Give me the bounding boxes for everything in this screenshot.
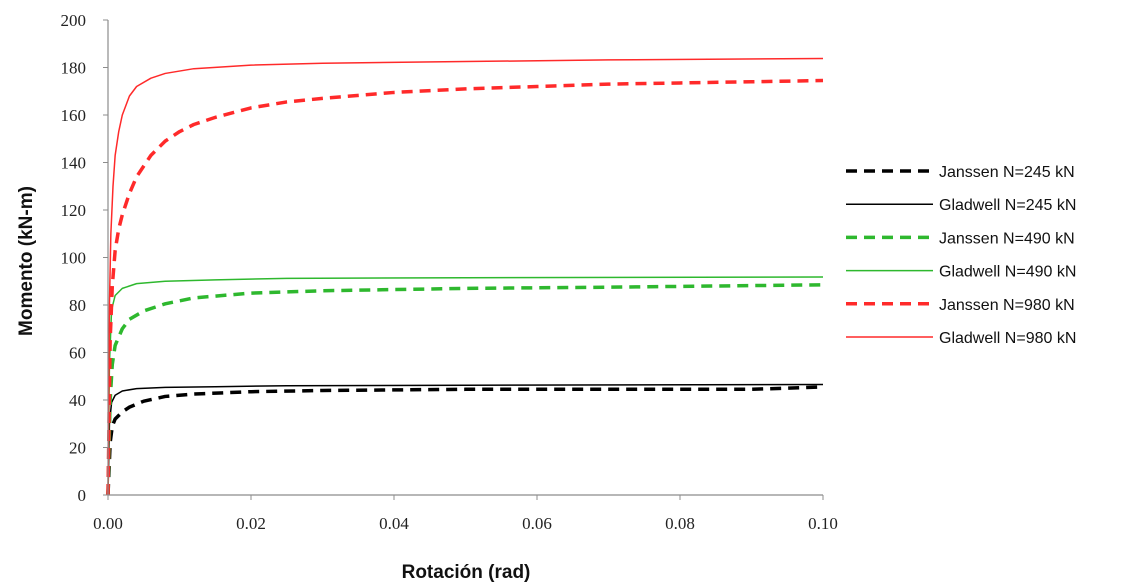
- series-line-1: [107, 383, 824, 496]
- y-tick-label: 40: [69, 391, 86, 410]
- x-tick-label: 0.00: [93, 514, 123, 533]
- legend: Janssen N=245 kN Gladwell N=245 kN Janssen…: [846, 164, 1076, 347]
- x-tick-label: 0.08: [665, 514, 695, 533]
- plot-area: [106, 57, 824, 496]
- legend-label-4: Janssen N=980 kN: [939, 297, 1075, 314]
- y-tick-label: 120: [61, 201, 87, 220]
- legend-label-3: Gladwell N=490 kN: [939, 264, 1076, 281]
- legend-label-0: Janssen N=245 kN: [939, 164, 1075, 181]
- y-tick-label: 140: [61, 154, 87, 173]
- y-tick-label: 180: [61, 59, 87, 78]
- x-tick-label: 0.10: [808, 514, 838, 533]
- series-line-5: [107, 57, 824, 496]
- series-line-4: [106, 78, 824, 496]
- x-tick-label: 0.02: [236, 514, 266, 533]
- legend-label-1: Gladwell N=245 kN: [939, 197, 1076, 214]
- x-tick-label: 0.06: [522, 514, 552, 533]
- y-tick-label: 200: [61, 11, 87, 30]
- series-line-0: [106, 385, 824, 496]
- y-axis-title: Momento (kN-m): [16, 186, 37, 336]
- y-tick-labels: 0 20 40 60 80 100 120 140 160 180 200: [61, 11, 87, 505]
- y-tick-label: 100: [61, 249, 87, 268]
- axes: [103, 19, 824, 500]
- legend-label-2: Janssen N=490 kN: [939, 230, 1075, 247]
- series-line-2: [106, 283, 824, 496]
- y-tick-label: 0: [78, 486, 87, 505]
- x-tick-label: 0.04: [379, 514, 409, 533]
- legend-label-5: Gladwell N=980 kN: [939, 330, 1076, 347]
- y-tick-label: 20: [69, 439, 86, 458]
- y-tick-label: 160: [61, 106, 87, 125]
- x-axis-title: Rotación (rad): [402, 562, 531, 583]
- y-tick-label: 80: [69, 296, 86, 315]
- y-tick-label: 60: [69, 344, 86, 363]
- x-tick-labels: 0.00 0.02 0.04 0.06 0.08 0.10: [93, 514, 838, 533]
